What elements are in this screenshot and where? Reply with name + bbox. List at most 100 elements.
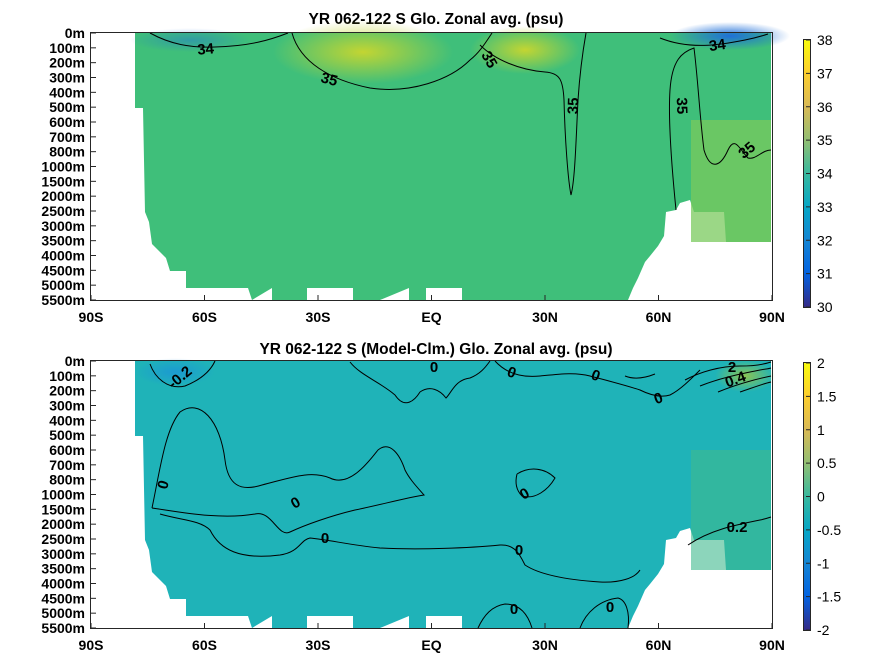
- contour-label: 35: [565, 97, 583, 114]
- panel-1-contour-labels: 34 35 35 35 35 34 35: [197, 36, 759, 163]
- colorbar-tick-label: 1: [817, 422, 825, 438]
- colorbar-tick-label: 35: [817, 132, 833, 148]
- panel-2-positive-anomaly: [715, 360, 775, 392]
- panel-1-x-axis: 90S 60S 30S EQ 30N 60N 90N: [79, 295, 785, 325]
- panel-2-contour-line: [699, 367, 772, 387]
- x-tick-label: 30N: [532, 637, 558, 653]
- contour-label: 35: [477, 48, 500, 71]
- panel-1-contour-line: [668, 47, 772, 211]
- panel-1-field: [130, 20, 790, 300]
- y-tick-label: 2000m: [41, 516, 85, 532]
- x-tick-label: 60S: [192, 309, 217, 325]
- y-tick-label: 4500m: [41, 262, 85, 278]
- contour-label: 2: [728, 359, 736, 376]
- y-tick-label: 600m: [49, 114, 85, 130]
- colorbar-tick-label: 37: [817, 65, 833, 81]
- panel-2-contour-line: [579, 597, 629, 629]
- colorbar-tick-label: 32: [817, 232, 833, 248]
- panel-1: YR 062-122 S Glo. Zonal avg. (psu) 34 35…: [41, 11, 832, 325]
- panel-1-low-salinity-blob: [130, 28, 250, 52]
- y-tick-label: 2500m: [41, 203, 85, 219]
- x-tick-label: 30S: [306, 637, 331, 653]
- colorbar-tick-label: 0: [817, 489, 825, 505]
- panel-1-y-axis: 0m100m200m300m400m500m600m700m800m1000m1…: [41, 25, 96, 308]
- y-tick-label: 1500m: [41, 173, 85, 189]
- panel-1-contour-line: [149, 32, 289, 48]
- colorbar-tick-label: 38: [817, 32, 833, 48]
- y-tick-label: 5500m: [41, 292, 85, 308]
- colorbar-tick-label: 36: [817, 99, 833, 115]
- x-tick-label: 60N: [646, 309, 672, 325]
- colorbar-tick-label: 2: [817, 355, 825, 371]
- contour-label: 0.2: [727, 519, 748, 536]
- panel-2-x-axis: 90S 60S 30S EQ 30N 60N 90N: [79, 623, 785, 653]
- panel-2-contour-line: [149, 360, 216, 388]
- y-tick-label: 5500m: [41, 620, 85, 636]
- panel-2-title: YR 062-122 S (Model-Clm.) Glo. Zonal avg…: [259, 341, 612, 358]
- panel-2-contour-line: [717, 375, 772, 393]
- y-tick-label: 800m: [49, 472, 85, 488]
- y-tick-label: 3500m: [41, 233, 85, 249]
- x-tick-label: 90N: [759, 637, 785, 653]
- panel-2-field: [135, 358, 775, 628]
- panel-2-contour-line: [477, 603, 533, 629]
- panel-2-contour-line: [624, 373, 656, 379]
- y-tick-label: 5000m: [41, 277, 85, 293]
- contour-label: 35: [673, 97, 691, 114]
- contour-label: 0: [321, 530, 329, 547]
- y-tick-label: 200m: [49, 383, 85, 399]
- panel-1-high-salinity-blob: [470, 26, 580, 74]
- panel-2-contour-line: [739, 381, 772, 393]
- panel-2-y-axis: 0m100m200m300m400m500m600m700m800m1000m1…: [41, 353, 96, 636]
- colorbar-tick-label: -1: [817, 555, 830, 571]
- panel-1-ocean-fill: [135, 33, 771, 300]
- y-tick-label: 4500m: [41, 590, 85, 606]
- y-tick-label: 1000m: [41, 159, 85, 175]
- panel-1-low-salinity-blob: [670, 22, 790, 50]
- y-tick-label: 2500m: [41, 531, 85, 547]
- panel-2-ocean-fill: [135, 361, 771, 628]
- x-tick-label: 30N: [532, 309, 558, 325]
- y-tick-label: 1500m: [41, 501, 85, 517]
- x-tick-label: 30S: [306, 309, 331, 325]
- y-tick-label: 600m: [49, 442, 85, 458]
- panel-2-contour-line: [515, 468, 556, 498]
- y-tick-label: 5000m: [41, 605, 85, 621]
- panel-2-arctic-region: [691, 450, 771, 570]
- panel-1-contour-line: [659, 33, 769, 46]
- colorbar-tick-label: 33: [817, 199, 833, 215]
- x-tick-label: EQ: [421, 637, 441, 653]
- x-tick-label: 90S: [79, 637, 104, 653]
- y-tick-label: 700m: [49, 457, 85, 473]
- y-tick-label: 400m: [49, 84, 85, 100]
- x-tick-label: 90S: [79, 309, 104, 325]
- y-tick-label: 400m: [49, 412, 85, 428]
- panel-1-arctic-high-region: [691, 120, 771, 242]
- y-tick-label: 2000m: [41, 188, 85, 204]
- panel-2-contour-line: [159, 513, 641, 583]
- colorbar-tick-label: -1.5: [817, 589, 841, 605]
- x-tick-label: 90N: [759, 309, 785, 325]
- panel-2-colorbar-ticks: 2 1.5 1 0.5 0 -0.5 -1 -1.5 -2: [806, 355, 841, 638]
- contour-label: 0: [606, 599, 614, 616]
- panel-1-colorbar-ticks: 30 31 32 33 34 35 36 37 38: [806, 32, 833, 315]
- y-tick-label: 3000m: [41, 546, 85, 562]
- panel-2-contour-line: [151, 407, 425, 534]
- colorbar-tick-label: -0.5: [817, 522, 841, 538]
- colorbar-tick-label: 0.5: [817, 455, 837, 471]
- contour-label: 0: [515, 542, 523, 559]
- panel-1-colorbar: 30 31 32 33 34 35 36 37 38: [803, 32, 833, 315]
- panel-2-contour-line: [687, 516, 772, 546]
- y-tick-label: 1000m: [41, 487, 85, 503]
- y-tick-label: 3500m: [41, 561, 85, 577]
- colorbar-tick-label: 34: [817, 166, 833, 182]
- panel-1-contour-line: [291, 32, 493, 90]
- y-tick-label: 500m: [49, 427, 85, 443]
- colorbar-tick-label: 31: [817, 266, 833, 282]
- colorbar-tick-label: 30: [817, 299, 833, 315]
- panel-1-axes-frame: [90, 32, 773, 301]
- x-tick-label: 60S: [192, 637, 217, 653]
- y-tick-label: 200m: [49, 55, 85, 71]
- panel-1-high-salinity-blob: [273, 20, 453, 84]
